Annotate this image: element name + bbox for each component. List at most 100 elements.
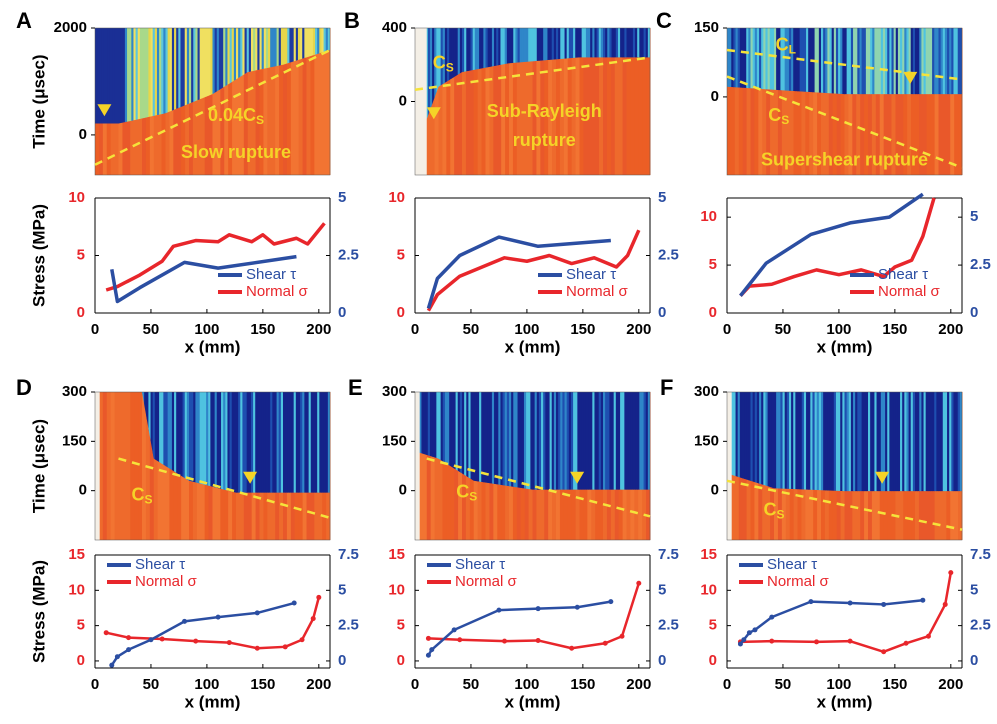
heatmap-stripe (137, 28, 141, 124)
heatmap-stripe (950, 28, 955, 175)
heatmap-stripe (184, 28, 188, 124)
heatmap-stripe (191, 392, 194, 493)
heatmap-stripe (889, 392, 893, 492)
heatmap-stripe (243, 28, 249, 175)
heatmap-stripe (942, 28, 947, 175)
heatmap-stripe (850, 28, 854, 95)
heatmap-stripe (856, 28, 861, 175)
y2-tick-label: 0 (658, 304, 666, 321)
heatmap-stripe (472, 392, 476, 490)
x-tick-label: 150 (882, 321, 907, 338)
heatmap-stripe (857, 392, 861, 492)
heatmap-stripe (951, 28, 955, 95)
annotation: Supershear rupture (761, 149, 928, 169)
heatmap-stripe (579, 392, 583, 490)
heatmap-stripe (516, 28, 522, 175)
heatmap-stripe (938, 28, 943, 175)
heatmap-stripe (821, 28, 824, 95)
series-marker (425, 652, 431, 658)
series-marker (769, 614, 775, 620)
heatmap-stripe (761, 392, 764, 492)
heatmap-stripe (734, 28, 740, 175)
heatmap-stripe (200, 28, 206, 175)
heatmap-stripe (844, 392, 848, 492)
heatmap-stripe (904, 392, 908, 492)
heatmap-stripe (421, 392, 425, 490)
y-tick-label: 15 (388, 546, 405, 563)
heatmap-stripe (865, 392, 869, 492)
heatmap-stripe (769, 28, 773, 95)
series-marker (942, 601, 948, 607)
heatmap-stripe (240, 392, 244, 493)
y2-tick-label: 0 (338, 652, 346, 669)
heatmap-stripe (459, 392, 463, 490)
heatmap-stripe (624, 392, 628, 490)
heatmap-stripe (813, 28, 818, 175)
heatmap-stripe (567, 28, 573, 175)
heatmap-stripe (915, 28, 918, 95)
annotation-subscript: S (144, 493, 152, 507)
heatmap-stripe (156, 28, 160, 124)
heatmap-stripe (501, 28, 506, 175)
heatmap-stripe (955, 28, 959, 95)
heatmap-stripe (199, 28, 203, 124)
heatmap-stripe (453, 392, 457, 490)
heatmap-stripe (169, 28, 173, 124)
series-marker (636, 580, 642, 586)
heatmap-stripe (425, 392, 429, 490)
heatmap-stripe (563, 28, 569, 175)
heatmap-stripe (247, 28, 253, 175)
wave-speed-line (726, 48, 963, 81)
heatmap-stripe (321, 392, 325, 493)
heatmap-stripe (829, 392, 833, 492)
y-tick-label: 0 (399, 92, 407, 109)
series-marker (193, 638, 199, 644)
heatmap-stripe (167, 392, 171, 493)
white-strip (95, 392, 100, 540)
series-line (426, 229, 641, 312)
y-axis-label: Stress (MPa) (29, 560, 48, 663)
heatmap-stripe (923, 392, 927, 492)
heatmap-stripe (911, 28, 916, 175)
wave-speed-line (726, 479, 963, 531)
x-tick-label: 200 (938, 321, 963, 338)
heatmap-stripe (458, 28, 463, 175)
heatmap-stripe (801, 28, 805, 95)
heatmap-stripe (759, 28, 762, 95)
y2-tick-label: 5 (338, 189, 346, 206)
heatmap-stripe (231, 28, 235, 124)
heatmap-stripe (603, 392, 606, 490)
heatmap-stripe (622, 28, 627, 175)
heatmap-stripe (795, 28, 799, 95)
heatmap-stripe (610, 28, 616, 175)
heatmap-stripe (795, 392, 799, 492)
heatmap-stripe (727, 28, 732, 175)
heatmap-stripe (727, 28, 730, 95)
heatmap-stripe (464, 392, 467, 490)
heatmap-stripe (844, 28, 849, 175)
annotation-text: C (433, 52, 446, 72)
annotation-text: Supershear rupture (761, 149, 928, 169)
heatmap-stripe (895, 392, 899, 492)
heatmap-stripe (630, 28, 635, 175)
wave-speed-line (726, 75, 963, 169)
heatmap-stripe (165, 392, 169, 493)
heatmap-stripe (238, 28, 241, 124)
heatmap-stripe (585, 392, 589, 490)
heatmap-stripe (178, 28, 182, 124)
x-tick-label: 200 (626, 321, 651, 338)
y-tick-label: 300 (382, 383, 407, 400)
heatmap-stripe (637, 392, 640, 490)
series-line (426, 235, 611, 309)
heatmap-stripe (449, 392, 452, 490)
heatmap-stripe (193, 28, 197, 124)
y2-tick-label: 5 (338, 581, 346, 598)
heatmap-stripe (912, 28, 916, 95)
heatmap-stripe (587, 28, 592, 175)
heatmap-stripe (99, 28, 103, 124)
heatmap-stripe (925, 392, 929, 492)
heatmap-stripe (750, 392, 754, 492)
heatmap-stripe (835, 28, 839, 95)
wave-speed-line (426, 457, 651, 518)
heatmap-stripe (880, 28, 884, 95)
